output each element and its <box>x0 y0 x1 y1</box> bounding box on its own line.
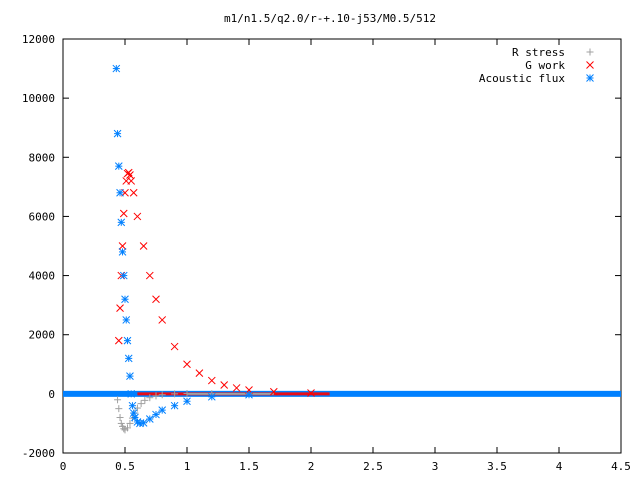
data-point <box>245 390 253 399</box>
y-tick-label: 0 <box>48 388 55 401</box>
y-tick-label: 10000 <box>22 92 55 105</box>
data-point <box>220 381 229 389</box>
data-point <box>118 248 127 256</box>
data-point <box>129 188 138 197</box>
data-point <box>116 188 124 197</box>
data-point <box>158 406 167 414</box>
series-acoustic-flux <box>112 64 253 428</box>
data-point <box>114 396 122 404</box>
data-point <box>120 425 128 433</box>
data-point <box>137 400 145 408</box>
data-point <box>158 316 167 324</box>
data-point <box>114 162 123 171</box>
x-tick-label: 4.5 <box>611 460 631 473</box>
y-tick-label: 2000 <box>29 329 56 342</box>
data-point <box>195 369 204 378</box>
r-stress-zero-band <box>187 392 274 395</box>
y-tick-label: 6000 <box>29 210 56 223</box>
data-point <box>116 414 124 422</box>
data-point <box>269 387 278 396</box>
legend-marker <box>586 74 594 82</box>
data-point <box>207 376 216 385</box>
data-point <box>117 419 125 427</box>
y-tick-label: -2000 <box>22 447 55 460</box>
series-g-work <box>114 168 315 397</box>
legend-marker <box>586 61 594 69</box>
data-point <box>207 392 216 401</box>
data-point <box>124 354 133 363</box>
legend-marker <box>586 48 594 56</box>
legend-label: Acoustic flux <box>479 72 565 85</box>
chart-title: m1/n1.5/q2.0/r-+.10-j53/M0.5/512 <box>224 12 436 25</box>
x-tick-label: 2 <box>308 460 315 473</box>
y-tick-label: 12000 <box>22 33 55 46</box>
data-point <box>141 396 149 404</box>
data-point <box>307 389 315 397</box>
data-point <box>152 392 160 400</box>
data-point <box>122 316 131 324</box>
data-point <box>127 177 136 185</box>
data-point <box>112 64 121 73</box>
x-tick-label: 0.5 <box>115 460 135 473</box>
data-point <box>170 342 179 351</box>
data-point <box>119 209 128 218</box>
x-tick-label: 1.5 <box>239 460 259 473</box>
data-point <box>114 336 123 345</box>
data-point <box>171 390 179 398</box>
x-tick-label: 1 <box>184 460 191 473</box>
data-point <box>123 336 132 345</box>
data-point <box>145 415 154 423</box>
axis-ticks: 0 0.5 1 1.5 2 2.5 3 3.5 4 4.5 -2000 0 2000 4000 6000 80… <box>22 33 631 473</box>
data-point <box>113 129 122 138</box>
data-point <box>139 242 148 250</box>
data-point <box>117 218 126 227</box>
data-point <box>124 168 133 177</box>
x-tick-label: 0 <box>60 460 67 473</box>
data-point <box>232 384 241 392</box>
data-point <box>116 304 124 312</box>
data-point <box>128 401 137 410</box>
data-point <box>158 391 166 399</box>
y-tick-label: 4000 <box>29 270 56 283</box>
x-tick-label: 3.5 <box>487 460 507 473</box>
data-point <box>123 424 131 432</box>
data-point <box>145 271 154 280</box>
data-point <box>115 405 123 413</box>
data-point <box>127 390 136 398</box>
data-point <box>126 419 134 427</box>
x-tick-label: 4 <box>556 460 563 473</box>
data-point <box>183 390 191 398</box>
data-point <box>126 372 134 380</box>
plot-frame <box>62 38 622 454</box>
data-point <box>170 401 179 410</box>
series-layer <box>112 64 315 434</box>
y-tick-label: 8000 <box>29 151 56 164</box>
data-point <box>152 295 160 304</box>
data-point <box>119 271 128 280</box>
data-point <box>118 242 127 250</box>
data-point <box>139 418 148 427</box>
x-tick-label: 2.5 <box>363 460 383 473</box>
data-point <box>183 360 191 369</box>
data-point <box>129 409 138 417</box>
data-point <box>126 171 134 179</box>
data-point <box>183 397 191 406</box>
data-point <box>133 212 142 221</box>
data-point <box>146 394 154 402</box>
legend-label: G work <box>525 59 565 72</box>
data-point <box>121 295 129 304</box>
legend-label: R stress <box>512 46 565 59</box>
acoustic-flux-zero-band <box>63 390 621 397</box>
x-tick-label: 3 <box>432 460 439 473</box>
zero-baseline-band <box>63 390 621 397</box>
data-point <box>152 410 160 419</box>
